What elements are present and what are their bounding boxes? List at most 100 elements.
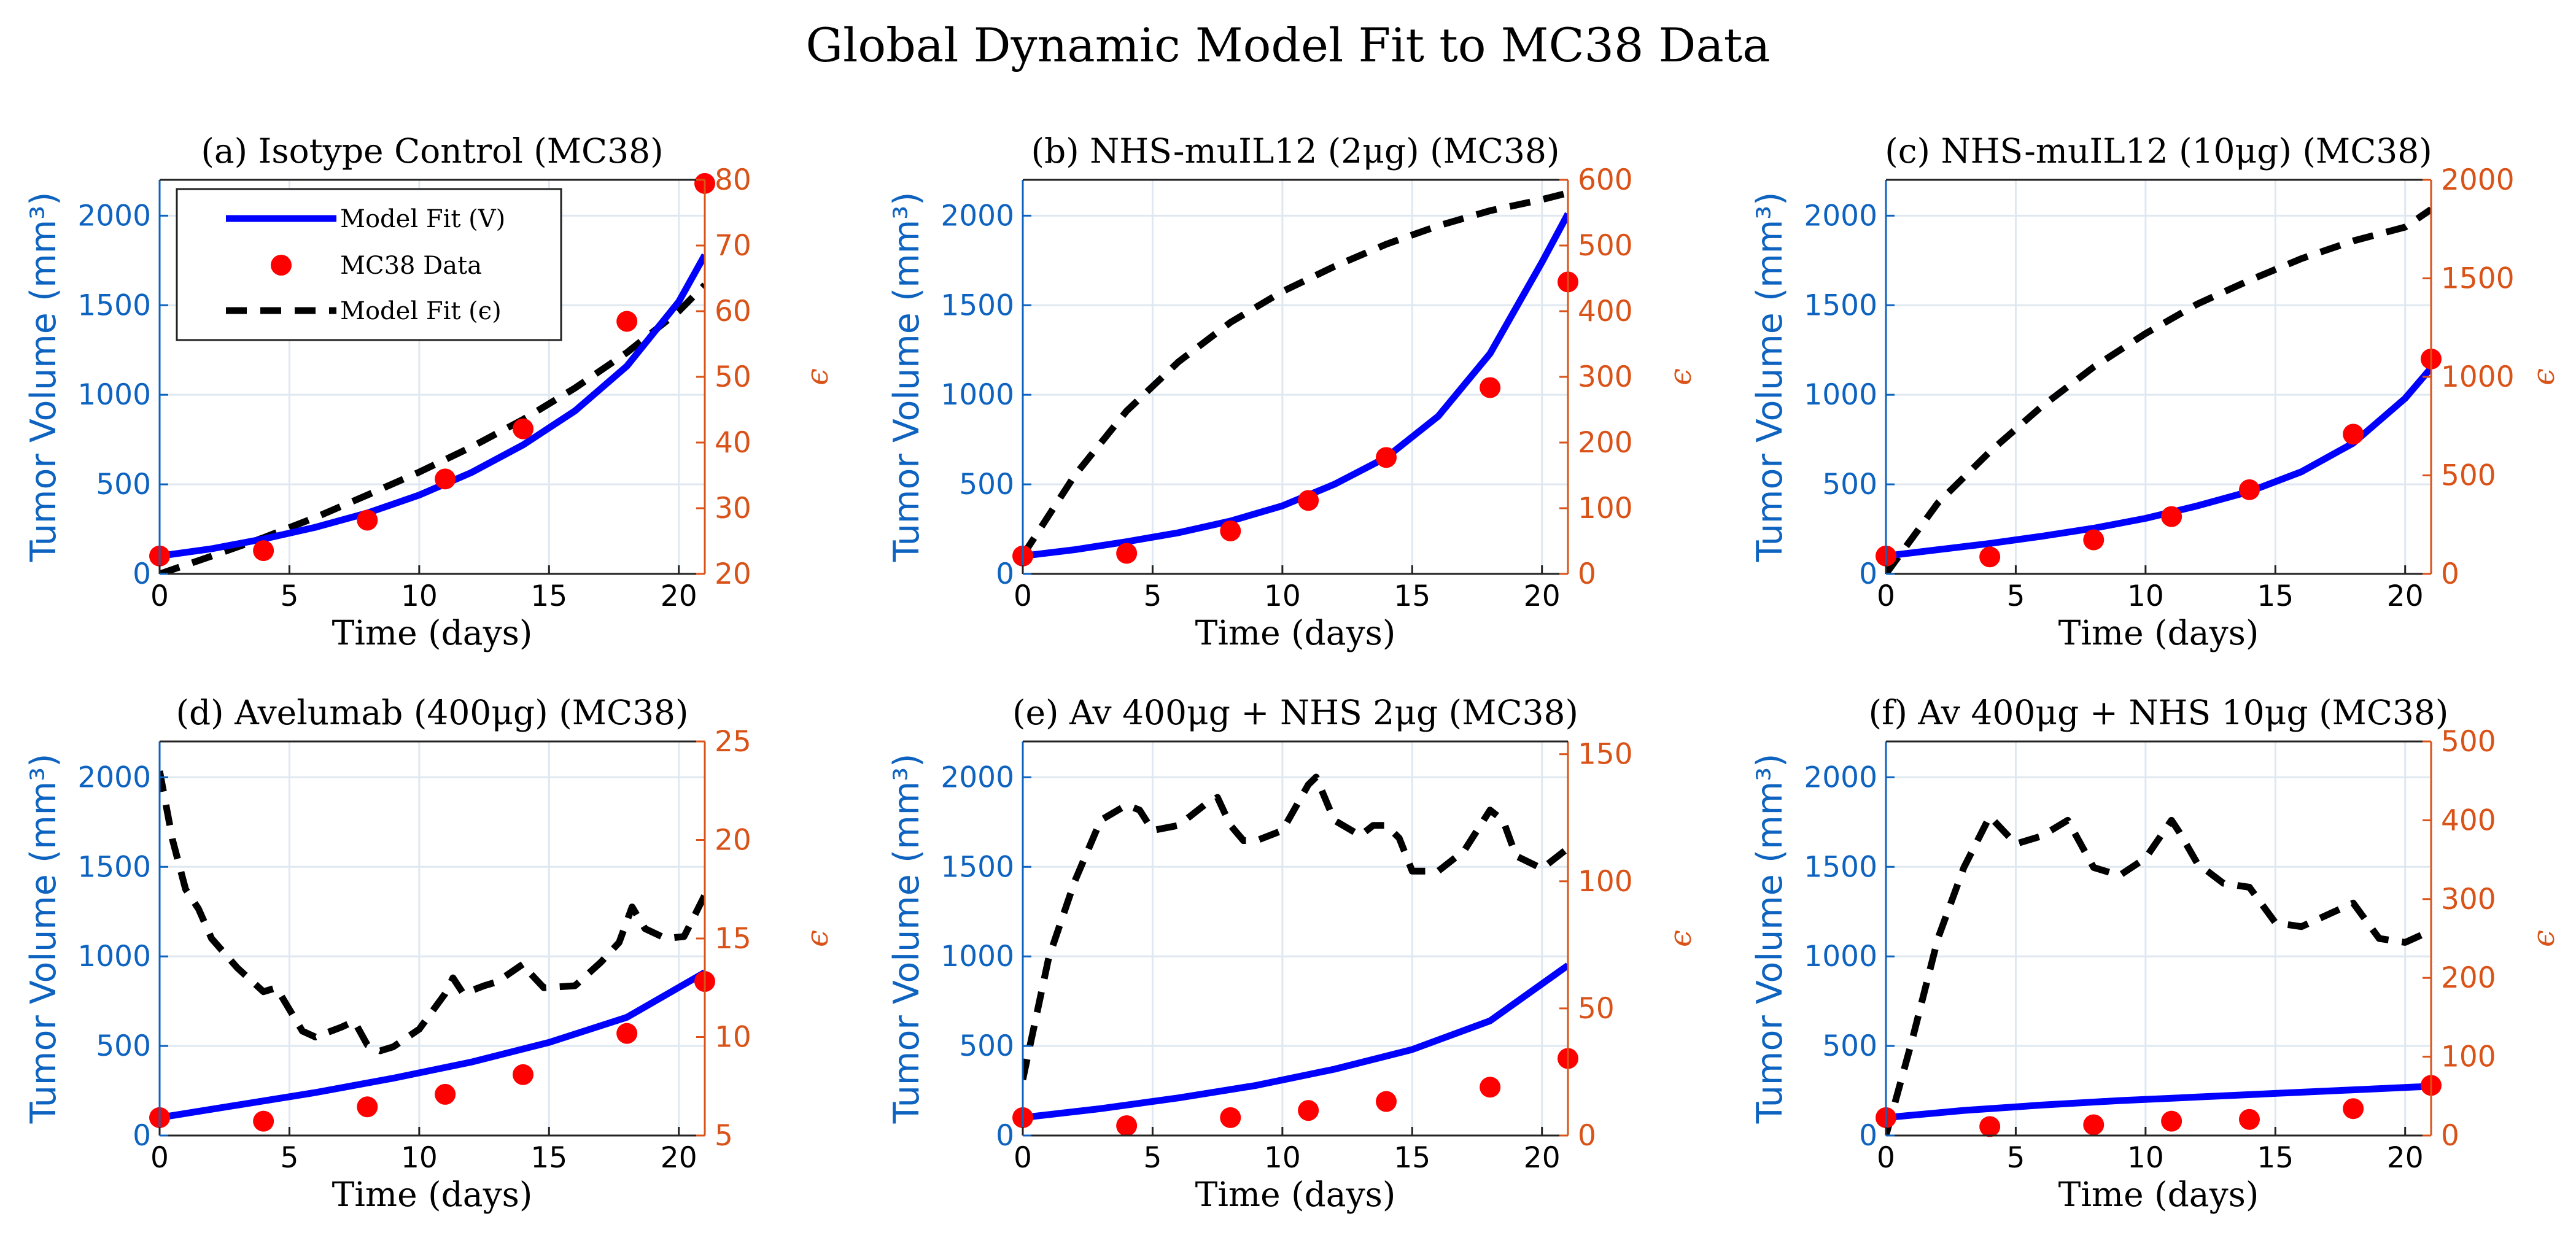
y-tick-label: 1000 (941, 378, 1014, 412)
x-tick-label: 15 (530, 1141, 567, 1175)
model-eps-line (160, 282, 705, 574)
x-tick-label: 15 (1394, 579, 1430, 613)
y-axis-label: Tumor Volume (mm³) (886, 754, 927, 1124)
data-point (1298, 1100, 1319, 1121)
y-tick-label: 500 (96, 1029, 151, 1063)
x-axis-label: Time (days) (2058, 613, 2259, 652)
data-point (1979, 1116, 2001, 1137)
data-point (616, 1023, 638, 1044)
y2-axis-label: ϵ (2526, 930, 2561, 947)
x-tick-label: 10 (1264, 1141, 1301, 1175)
plot-area (1886, 813, 2431, 1136)
x-tick-label: 0 (150, 1141, 169, 1175)
grid (1022, 180, 1568, 575)
y2-tick-label: 300 (2441, 883, 2496, 916)
chart-panel-5: 0 5 10 15 20 0 500 1000 1500 2000 0 50 100 150(e) Av … (886, 693, 1698, 1214)
y-tick-label: 0 (133, 1119, 151, 1153)
y-tick-label: 1500 (941, 288, 1014, 322)
model-v-line (1886, 1083, 2431, 1121)
y-tick-label: 0 (996, 557, 1014, 591)
y2-axis-label: ϵ (1662, 930, 1698, 947)
data-point (2343, 424, 2364, 445)
legend: Model Fit (V) MC38 Data Model Fit (ϵ) (176, 188, 562, 341)
y2-axis-label: ϵ (1662, 368, 1698, 385)
data-point (1376, 447, 1397, 468)
data-point (2083, 529, 2105, 551)
data-point (2161, 1110, 2182, 1132)
x-axis-label: Time (days) (1195, 1175, 1396, 1214)
chart-panel-1: 0 5 10 15 20 0 500 1000 1500 2000 20 30 40 50 60 70 80 (a… (23, 131, 835, 652)
model-v-line (160, 969, 705, 1121)
y2-tick-label: 300 (1578, 360, 1633, 394)
panel-title: (f) Av 400μg + NHS 10μg (MC38) (1869, 693, 2449, 732)
data-point (1480, 1077, 1501, 1098)
y2-tick-label: 500 (2441, 459, 2496, 493)
y-tick-label: 1000 (1804, 940, 1877, 973)
y-tick-label: 0 (1859, 557, 1877, 591)
panel-title: (d) Avelumab (400μg) (MC38) (176, 693, 689, 732)
y-tick-label: 1500 (1804, 288, 1877, 322)
data-point (1979, 546, 2001, 568)
x-tick-label: 20 (1524, 579, 1561, 613)
x-tick-label: 0 (150, 579, 169, 613)
x-tick-label: 5 (280, 579, 298, 613)
y2-tick-label: 25 (715, 725, 751, 759)
data-point (1376, 1091, 1397, 1112)
x-axis-label: Time (days) (1195, 613, 1396, 652)
x-tick-label: 15 (2257, 579, 2294, 613)
data-point (2239, 1109, 2260, 1130)
y-axis-label: Tumor Volume (mm³) (1750, 754, 1790, 1124)
x-tick-label: 20 (1524, 1141, 1561, 1175)
y-tick-label: 2000 (941, 760, 1014, 794)
x-tick-label: 20 (2387, 1141, 2424, 1175)
chart-panel-2: 0 5 10 15 2005001000150020000100200300400500… (886, 131, 1698, 652)
y2-tick-label: 100 (1578, 865, 1633, 899)
y2-tick-label: 500 (1578, 229, 1633, 263)
data-point (1116, 1115, 1138, 1136)
y2-tick-label: 600 (1578, 163, 1633, 197)
x-tick-label: 0 (1877, 579, 1895, 613)
y-tick-label: 500 (1822, 468, 1877, 501)
legend-label: MC38 Data (340, 252, 482, 280)
data-point (253, 540, 274, 562)
x-tick-label: 5 (2006, 579, 2025, 613)
y2-tick-label: 5 (715, 1119, 733, 1153)
y-tick-label: 2000 (1804, 760, 1877, 794)
plot-area (1023, 190, 1568, 560)
y2-tick-label: 70 (715, 229, 751, 263)
x-axis-label: Time (days) (2058, 1175, 2259, 1214)
y2-tick-label: 1000 (2441, 360, 2515, 394)
x-tick-label: 0 (1014, 579, 1032, 613)
y2-tick-label: 20 (715, 557, 751, 591)
figure-title: Global Dynamic Model Fit to MC38 Data (805, 18, 1770, 72)
y2-tick-label: 400 (1578, 295, 1633, 328)
panel-title: (c) NHS-muIL12 (10μg) (MC38) (1885, 131, 2432, 171)
y2-tick-label: 400 (2441, 803, 2496, 837)
x-tick-label: 15 (530, 579, 567, 613)
y-tick-label: 500 (959, 468, 1014, 501)
x-axis-label: Time (days) (332, 613, 533, 652)
data-point (513, 418, 533, 439)
chart-panel-3: 0 5 10 15 20 0 500 1000 1500 2000 0 500 1000 1500 2000… (1750, 131, 2561, 652)
data-point (253, 1110, 274, 1132)
panel-title: (e) Av 400μg + NHS 2μg (MC38) (1012, 693, 1578, 732)
x-tick-label: 10 (401, 1141, 438, 1175)
model-eps-line (1886, 206, 2431, 574)
data-point (1298, 490, 1319, 511)
y2-tick-label: 30 (715, 492, 751, 525)
y-axis-label: Tumor Volume (mm³) (23, 192, 64, 563)
y-tick-label: 500 (959, 1029, 1014, 1063)
y2-tick-label: 0 (1578, 557, 1596, 591)
y-tick-label: 1500 (941, 850, 1014, 884)
y-axis-label: Tumor Volume (mm³) (886, 192, 927, 563)
model-eps-line (1023, 773, 1568, 1081)
x-tick-label: 20 (661, 1141, 697, 1175)
x-tick-label: 0 (1014, 1141, 1032, 1175)
plot-area (1886, 206, 2431, 574)
y2-tick-label: 500 (2441, 725, 2496, 759)
legend-label: Model Fit (ϵ) (340, 297, 502, 325)
legend-box (176, 188, 562, 341)
data-point (1116, 543, 1138, 564)
y2-tick-label: 200 (2441, 961, 2496, 995)
model-eps-line (1886, 813, 2431, 1136)
